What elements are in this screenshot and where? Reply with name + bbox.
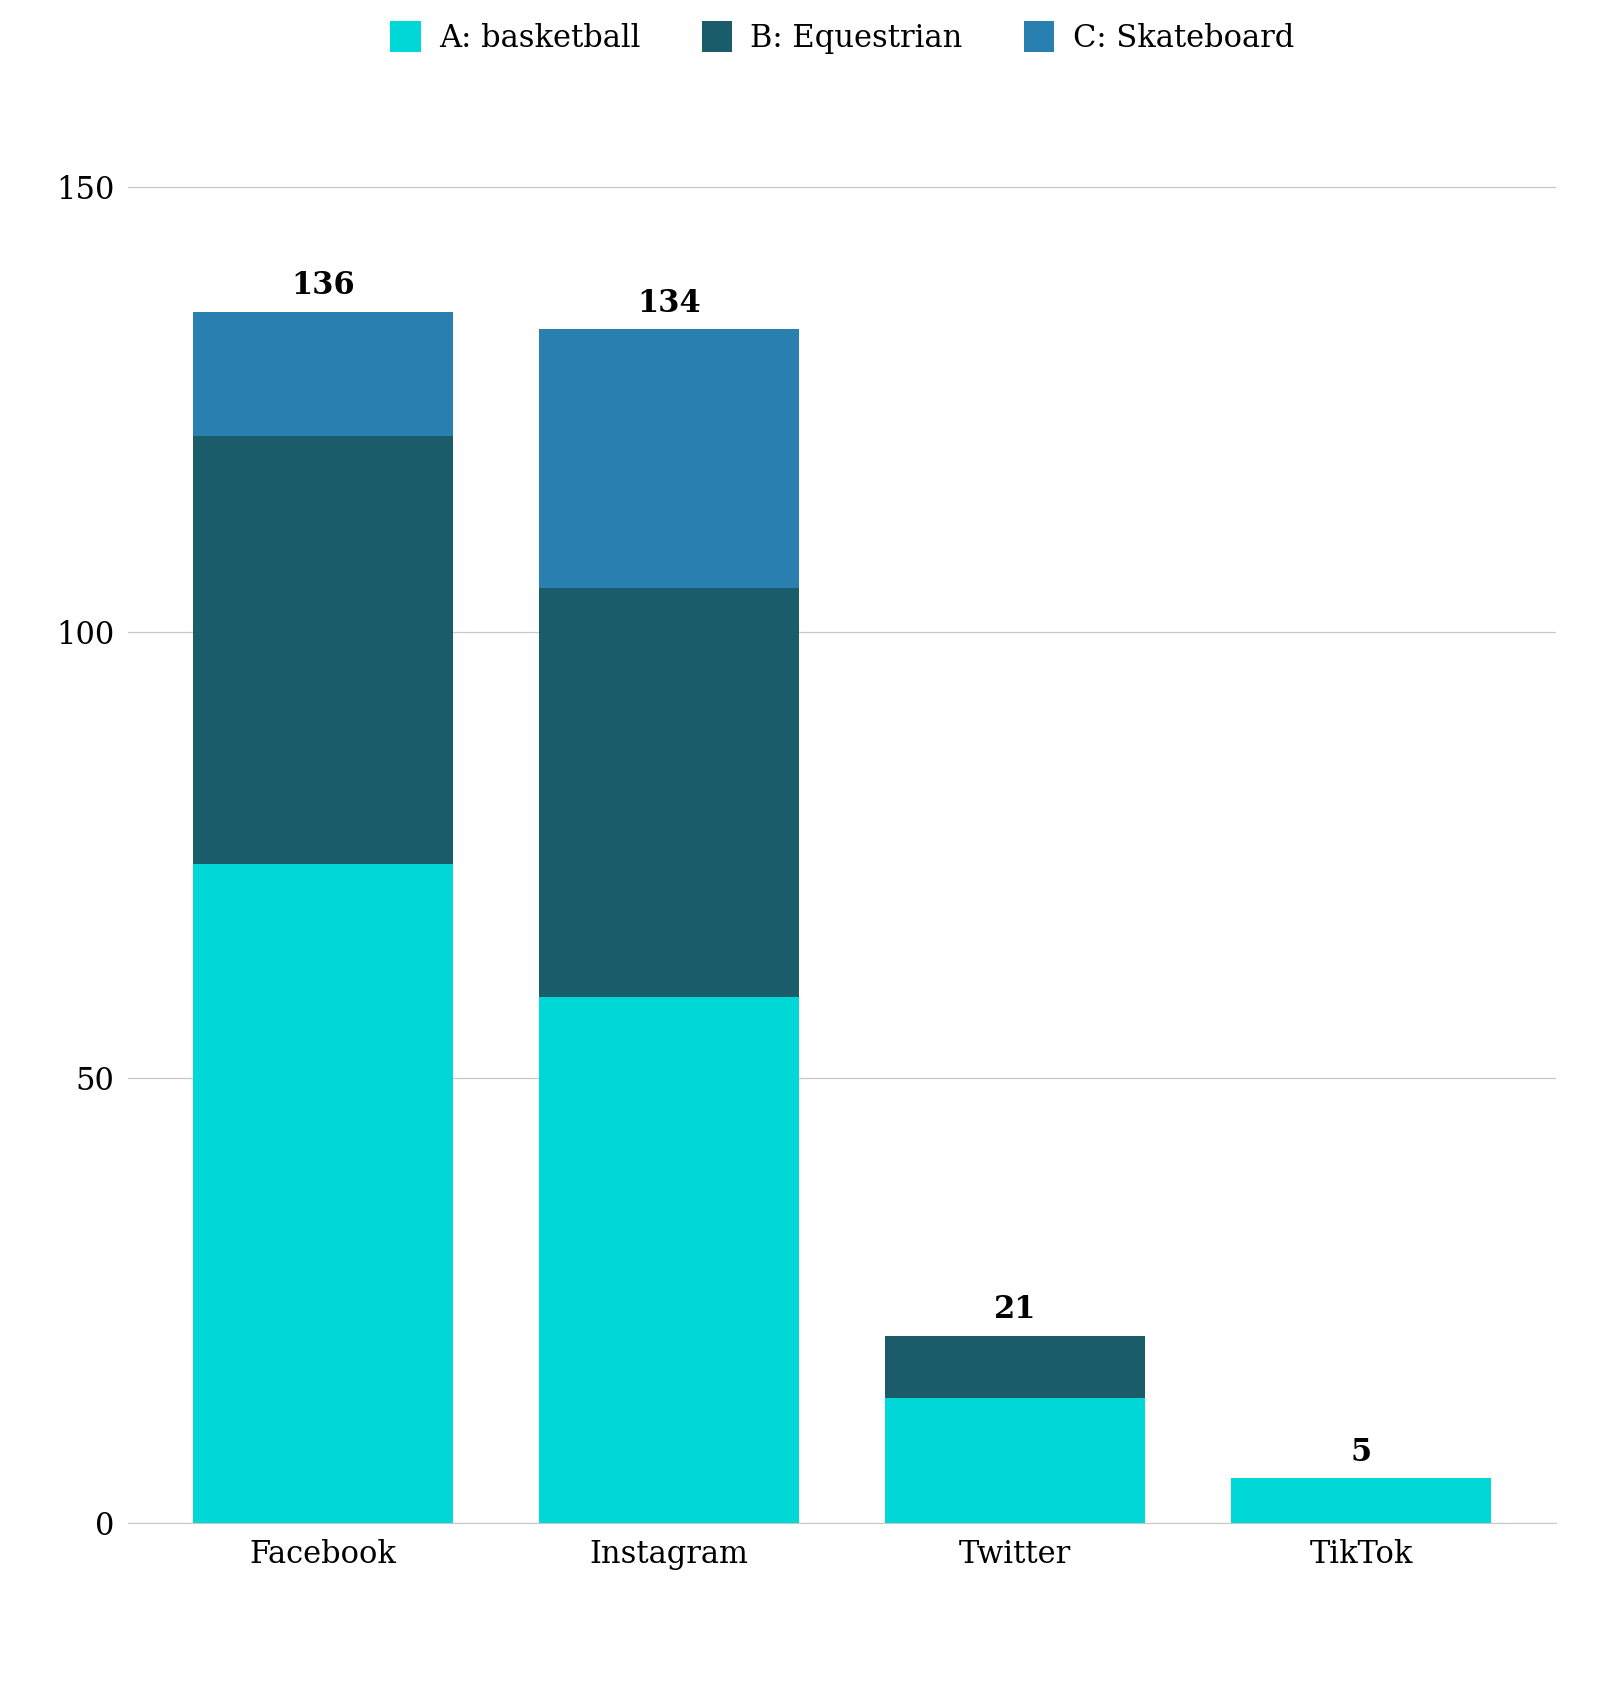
Bar [539, 997, 799, 1523]
Bar [192, 865, 452, 1523]
Text: 134: 134 [637, 288, 701, 318]
Bar [192, 311, 452, 437]
Bar [885, 1335, 1145, 1398]
Text: 21: 21 [994, 1294, 1036, 1325]
Bar [192, 437, 452, 865]
Legend: A: basketball, B: Equestrian, C: Skateboard: A: basketball, B: Equestrian, C: Skatebo… [379, 8, 1306, 66]
Bar [539, 330, 799, 587]
Bar [1232, 1479, 1492, 1523]
Text: 5: 5 [1351, 1437, 1371, 1467]
Text: 136: 136 [292, 271, 354, 301]
Bar [539, 587, 799, 997]
Bar [885, 1398, 1145, 1523]
